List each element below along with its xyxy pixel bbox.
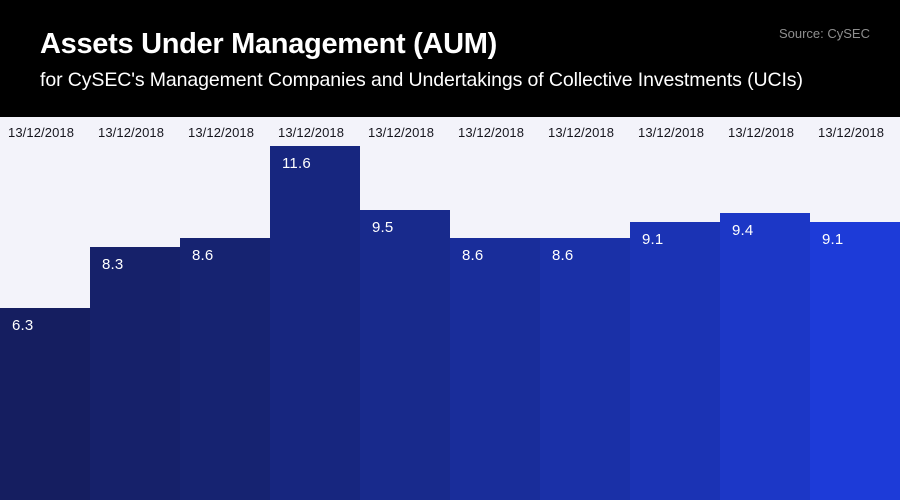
chart-column: 13/12/2018 9.4 [720,117,810,500]
chart-column: 13/12/2018 9.1 [810,117,900,500]
value-label: 8.6 [462,247,484,264]
value-label: 9.1 [822,231,844,248]
date-label: 13/12/2018 [98,125,165,140]
bar: 11.6 [270,146,360,500]
source-label: Source: CySEC [778,26,870,41]
chart-column: 13/12/2018 9.1 [630,117,720,500]
value-label: 9.1 [642,231,664,248]
value-label: 8.6 [192,247,214,264]
date-label: 13/12/2018 [458,125,525,140]
bar: 9.1 [630,222,720,500]
bar: 8.3 [90,247,180,500]
chart-header: Source: CySEC Assets Under Management (A… [0,0,900,117]
bar: 6.3 [0,308,90,500]
date-label: 13/12/2018 [8,125,75,140]
chart-column: 13/12/2018 8.6 [180,117,270,500]
chart-column: 13/12/2018 8.3 [90,117,180,500]
value-label: 9.5 [372,219,394,236]
date-label: 13/12/2018 [278,125,345,140]
date-label: 13/12/2018 [818,125,885,140]
date-label: 13/12/2018 [188,125,255,140]
chart-column: 13/12/2018 6.3 [0,117,90,500]
value-label: 11.6 [282,155,311,172]
bar: 9.5 [360,210,450,500]
plot-area: 13/12/2018 6.3 13/12/2018 8.3 13/12/2018 8.6 1… [0,117,900,500]
value-label: 9.4 [732,222,754,239]
bar: 8.6 [450,238,540,500]
chart-column: 13/12/2018 11.6 [270,117,360,500]
chart-column: 13/12/2018 9.5 [360,117,450,500]
value-label: 8.6 [552,247,574,264]
bar: 8.6 [180,238,270,500]
date-label: 13/12/2018 [368,125,435,140]
bar: 9.1 [810,222,900,500]
value-label: 8.3 [102,256,124,273]
value-label: 6.3 [12,317,34,334]
chart-column: 13/12/2018 8.6 [450,117,540,500]
chart-subtitle: for CySEC's Management Companies and Und… [40,68,803,91]
date-label: 13/12/2018 [728,125,795,140]
bar: 9.4 [720,213,810,500]
chart-column: 13/12/2018 8.6 [540,117,630,500]
date-label: 13/12/2018 [638,125,705,140]
bar: 8.6 [540,238,630,500]
chart-title: Assets Under Management (AUM) [40,28,497,60]
date-label: 13/12/2018 [548,125,615,140]
